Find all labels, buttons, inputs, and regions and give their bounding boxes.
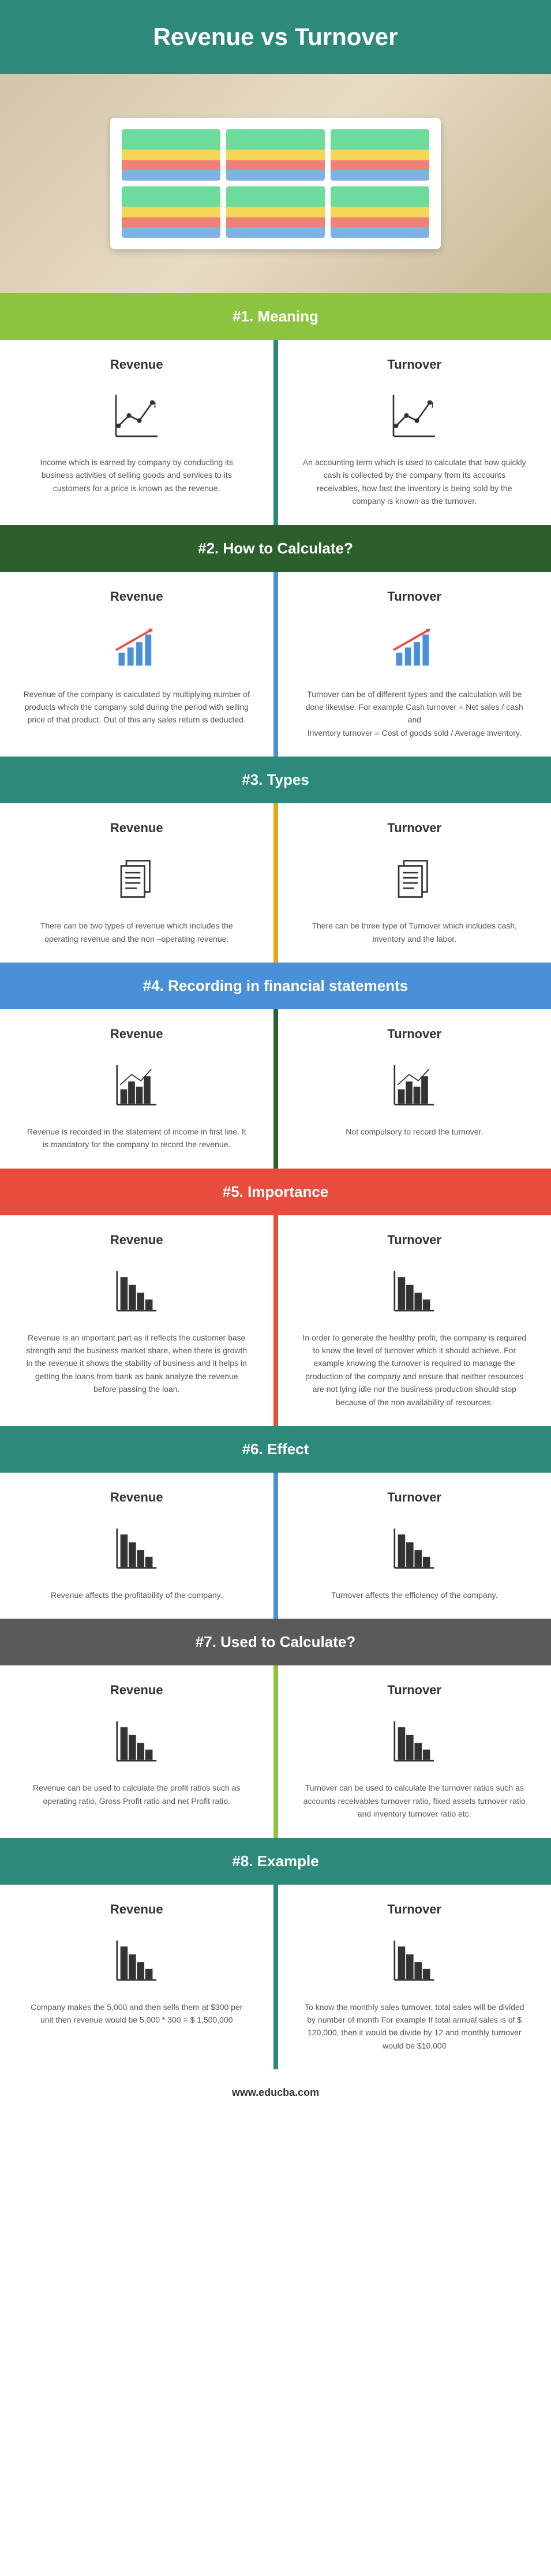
revenue-text: Company makes the 5,000 and then sells t… [23, 2001, 250, 2027]
revenue-text: Revenue is recorded in the statement of … [23, 1125, 250, 1151]
column-title-revenue: Revenue [23, 1233, 250, 1248]
divider [273, 572, 278, 757]
revenue-text: There can be two types of revenue which … [23, 919, 250, 945]
section-header: #7. Used to Calculate? [0, 1619, 551, 1665]
turnover-icon [301, 619, 528, 676]
revenue-column: Revenue Revenue can be used to calculate… [0, 1665, 273, 1837]
infographic-container: Revenue vs Turnover #1. Meaning Revenue … [0, 0, 551, 2116]
turnover-text: An accounting term which is used to calc… [301, 456, 528, 508]
section-header: #4. Recording in financial statements [0, 963, 551, 1009]
revenue-column: Revenue Revenue is an important part as … [0, 1215, 273, 1426]
turnover-icon [301, 387, 528, 444]
comparison-row: Revenue Income which is earned by compan… [0, 340, 551, 525]
revenue-text: Revenue affects the profitability of the… [23, 1589, 250, 1601]
section-header: #1. Meaning [0, 293, 551, 340]
column-title-revenue: Revenue [23, 1902, 250, 1917]
column-title-turnover: Turnover [301, 1683, 528, 1698]
section-header: #5. Importance [0, 1169, 551, 1215]
turnover-text: Turnover can be used to calculate the tu… [301, 1781, 528, 1820]
column-title-turnover: Turnover [301, 1233, 528, 1248]
revenue-icon [23, 619, 250, 676]
turnover-column: Turnover To know the monthly sales turno… [278, 1885, 551, 2070]
column-title-revenue: Revenue [23, 1027, 250, 1042]
turnover-column: Turnover There can be three type of Turn… [278, 803, 551, 963]
section-header: #3. Types [0, 757, 551, 803]
revenue-text: Income which is earned by company by con… [23, 456, 250, 495]
section-header: #8. Example [0, 1838, 551, 1885]
section-header: #6. Effect [0, 1426, 551, 1473]
comparison-row: Revenue Company makes the 5,000 and then… [0, 1885, 551, 2070]
revenue-text: Revenue can be used to calculate the pro… [23, 1781, 250, 1807]
turnover-column: Turnover An accounting term which is use… [278, 340, 551, 525]
revenue-text: Revenue is an important part as it refle… [23, 1331, 250, 1396]
revenue-column: Revenue Income which is earned by compan… [0, 340, 273, 525]
comparison-row: Revenue There can be two types of revenu… [0, 803, 551, 963]
footer-url: www.educba.com [0, 2069, 551, 2116]
divider [273, 1665, 278, 1837]
turnover-text: Turnover affects the efficiency of the c… [301, 1589, 528, 1601]
main-title: Revenue vs Turnover [0, 0, 551, 74]
comparison-row: Revenue Revenue is an important part as … [0, 1215, 551, 1426]
revenue-column: Revenue Company makes the 5,000 and then… [0, 1885, 273, 2070]
turnover-icon [301, 1056, 528, 1114]
turnover-text: Turnover can be of different types and t… [301, 688, 528, 740]
comparison-row: Revenue Revenue is recorded in the state… [0, 1009, 551, 1169]
divider [273, 803, 278, 963]
revenue-column: Revenue Revenue of the company is calcul… [0, 572, 273, 757]
column-title-turnover: Turnover [301, 1027, 528, 1042]
turnover-column: Turnover Turnover affects the efficiency… [278, 1473, 551, 1619]
column-title-revenue: Revenue [23, 589, 250, 604]
section-header: #2. How to Calculate? [0, 525, 551, 572]
column-title-revenue: Revenue [23, 357, 250, 372]
turnover-icon [301, 1712, 528, 1770]
turnover-column: Turnover In order to generate the health… [278, 1215, 551, 1426]
turnover-icon [301, 1931, 528, 1989]
revenue-icon [23, 1712, 250, 1770]
column-title-turnover: Turnover [301, 821, 528, 836]
revenue-icon [23, 1519, 250, 1577]
turnover-column: Turnover Turnover can be of different ty… [278, 572, 551, 757]
hero-paper-mock [110, 118, 441, 249]
turnover-text: In order to generate the healthy profit,… [301, 1331, 528, 1409]
turnover-text: There can be three type of Turnover whic… [301, 919, 528, 945]
column-title-revenue: Revenue [23, 821, 250, 836]
divider [273, 1473, 278, 1619]
column-title-turnover: Turnover [301, 357, 528, 372]
revenue-icon [23, 850, 250, 908]
divider [273, 340, 278, 525]
column-title-revenue: Revenue [23, 1683, 250, 1698]
turnover-column: Turnover Not compulsory to record the tu… [278, 1009, 551, 1169]
divider [273, 1885, 278, 2070]
comparison-row: Revenue Revenue can be used to calculate… [0, 1665, 551, 1837]
revenue-icon [23, 387, 250, 444]
column-title-revenue: Revenue [23, 1490, 250, 1505]
hero-image [0, 74, 551, 293]
turnover-text: To know the monthly sales turnover, tota… [301, 2001, 528, 2053]
column-title-turnover: Turnover [301, 1490, 528, 1505]
revenue-icon [23, 1262, 250, 1320]
revenue-column: Revenue Revenue is recorded in the state… [0, 1009, 273, 1169]
comparison-row: Revenue Revenue of the company is calcul… [0, 572, 551, 757]
revenue-icon [23, 1931, 250, 1989]
turnover-icon [301, 1519, 528, 1577]
revenue-column: Revenue There can be two types of revenu… [0, 803, 273, 963]
divider [273, 1009, 278, 1169]
divider [273, 1215, 278, 1426]
revenue-icon [23, 1056, 250, 1114]
revenue-text: Revenue of the company is calculated by … [23, 688, 250, 727]
turnover-icon [301, 850, 528, 908]
turnover-text: Not compulsory to record the turnover. [301, 1125, 528, 1138]
comparison-row: Revenue Revenue affects the profitabilit… [0, 1473, 551, 1619]
column-title-turnover: Turnover [301, 589, 528, 604]
revenue-column: Revenue Revenue affects the profitabilit… [0, 1473, 273, 1619]
turnover-icon [301, 1262, 528, 1320]
column-title-turnover: Turnover [301, 1902, 528, 1917]
turnover-column: Turnover Turnover can be used to calcula… [278, 1665, 551, 1837]
